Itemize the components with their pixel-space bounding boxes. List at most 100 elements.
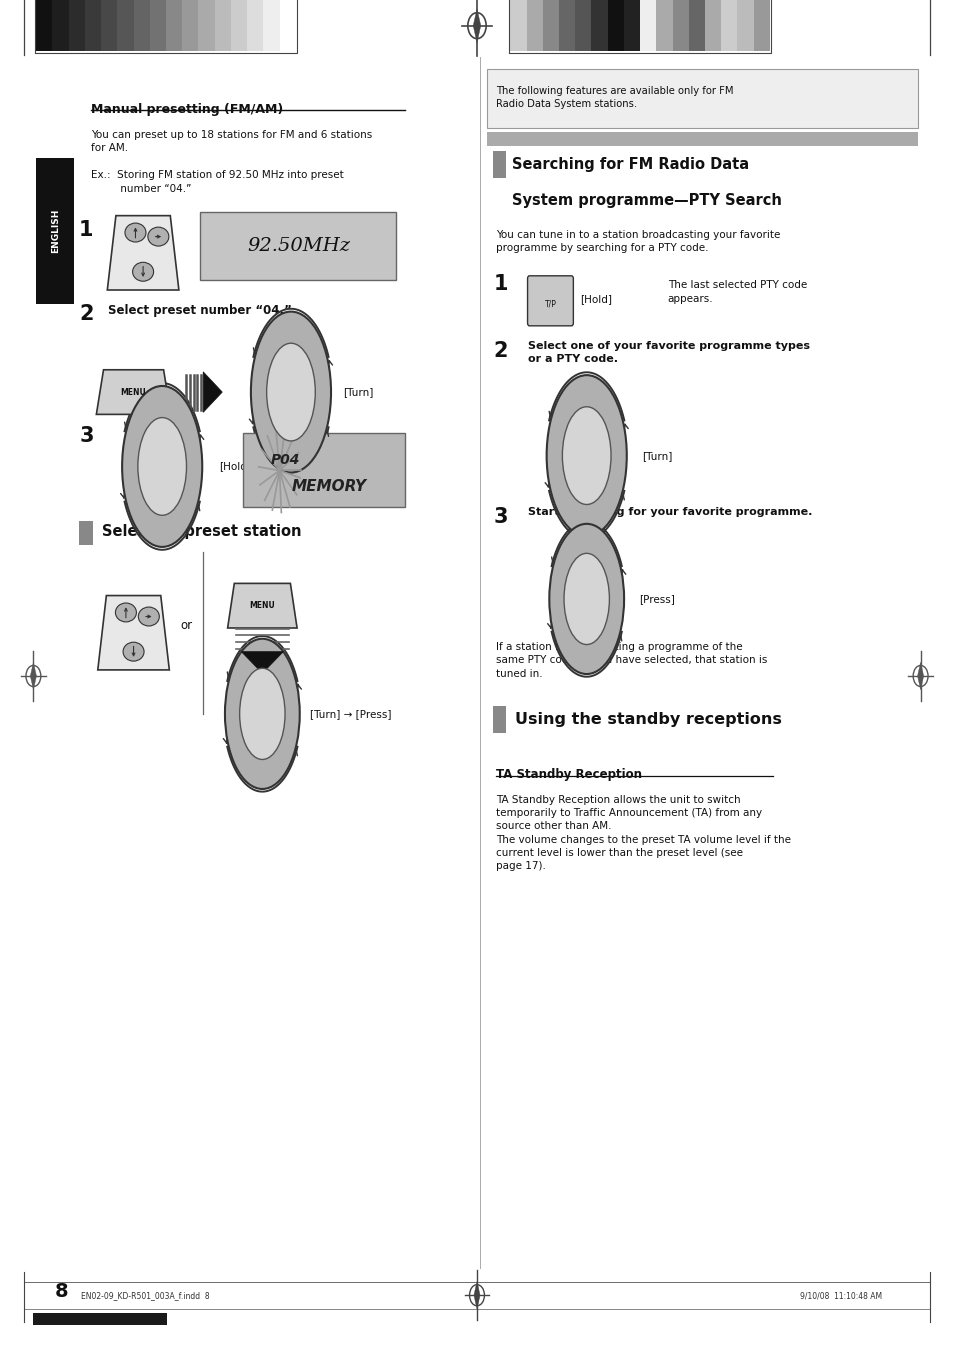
Bar bbox=[150, 0, 166, 51]
Bar bbox=[607, 0, 623, 51]
Text: TA Standby Reception: TA Standby Reception bbox=[496, 768, 641, 781]
Polygon shape bbox=[917, 662, 923, 690]
Text: T/P: T/P bbox=[544, 300, 556, 308]
Bar bbox=[243, 433, 405, 507]
Bar bbox=[493, 151, 505, 178]
Bar bbox=[117, 0, 133, 51]
Text: Ex.:  Storing FM station of 92.50 MHz into preset
         number “04.”: Ex.: Storing FM station of 92.50 MHz int… bbox=[91, 170, 343, 193]
Text: 1: 1 bbox=[79, 220, 93, 241]
Ellipse shape bbox=[115, 603, 136, 622]
Bar bbox=[542, 0, 558, 51]
Text: MEMORY: MEMORY bbox=[292, 479, 366, 495]
Bar bbox=[486, 132, 917, 146]
Text: 1: 1 bbox=[493, 274, 507, 295]
Text: MENU: MENU bbox=[121, 388, 146, 396]
Polygon shape bbox=[30, 662, 36, 690]
Ellipse shape bbox=[132, 262, 153, 281]
Text: or: or bbox=[180, 619, 192, 633]
Text: System programme—PTY Search: System programme—PTY Search bbox=[512, 192, 781, 208]
Text: Select one of your favorite programme types
or a PTY code.: Select one of your favorite programme ty… bbox=[527, 341, 809, 364]
Text: TA Standby Reception allows the unit to switch
temporarily to Traffic Announceme: TA Standby Reception allows the unit to … bbox=[496, 795, 790, 871]
Polygon shape bbox=[96, 370, 171, 414]
FancyBboxPatch shape bbox=[527, 276, 573, 326]
Ellipse shape bbox=[549, 523, 623, 675]
Text: ENGLISH: ENGLISH bbox=[51, 210, 60, 253]
Bar bbox=[575, 0, 591, 51]
Bar bbox=[198, 0, 214, 51]
Ellipse shape bbox=[266, 343, 315, 441]
Text: You can preset up to 18 stations for FM and 6 stations
for AM.: You can preset up to 18 stations for FM … bbox=[91, 130, 372, 153]
Polygon shape bbox=[474, 1282, 479, 1309]
Polygon shape bbox=[107, 215, 178, 291]
Text: The last selected PTY code
appears.: The last selected PTY code appears. bbox=[667, 280, 806, 304]
Text: 9/10/08  11:10:48 AM: 9/10/08 11:10:48 AM bbox=[800, 1291, 882, 1301]
Bar bbox=[688, 0, 704, 51]
Ellipse shape bbox=[138, 607, 159, 626]
Bar bbox=[591, 0, 607, 51]
Bar bbox=[753, 0, 769, 51]
Bar bbox=[85, 0, 101, 51]
Ellipse shape bbox=[546, 375, 626, 537]
Bar bbox=[214, 0, 231, 51]
Text: 92.50MHz: 92.50MHz bbox=[247, 237, 350, 256]
Bar bbox=[526, 0, 542, 51]
Text: Selecting preset station: Selecting preset station bbox=[102, 523, 301, 539]
Bar bbox=[133, 0, 150, 51]
Polygon shape bbox=[473, 9, 480, 42]
Polygon shape bbox=[98, 595, 170, 669]
Polygon shape bbox=[228, 584, 296, 627]
Text: 8: 8 bbox=[55, 1282, 69, 1301]
Ellipse shape bbox=[239, 668, 285, 760]
Bar bbox=[279, 0, 295, 51]
Text: [Turn]: [Turn] bbox=[343, 387, 374, 397]
Ellipse shape bbox=[251, 311, 331, 473]
Ellipse shape bbox=[123, 642, 144, 661]
Bar bbox=[101, 0, 117, 51]
Text: [Press]: [Press] bbox=[639, 594, 675, 604]
Bar bbox=[486, 69, 917, 128]
Bar bbox=[704, 0, 720, 51]
Bar bbox=[493, 706, 505, 733]
Bar bbox=[200, 212, 395, 280]
Ellipse shape bbox=[125, 223, 146, 242]
Text: P04: P04 bbox=[271, 453, 299, 466]
Bar bbox=[737, 0, 753, 51]
Text: [Turn]: [Turn] bbox=[641, 450, 672, 461]
Bar bbox=[35, 0, 296, 53]
Bar bbox=[656, 0, 672, 51]
Bar bbox=[33, 1313, 167, 1325]
Text: [Hold]: [Hold] bbox=[219, 461, 252, 472]
Ellipse shape bbox=[561, 407, 610, 504]
Polygon shape bbox=[241, 652, 283, 673]
Text: MENU: MENU bbox=[250, 602, 274, 610]
Bar bbox=[166, 0, 182, 51]
Bar bbox=[69, 0, 85, 51]
Text: Using the standby receptions: Using the standby receptions bbox=[515, 711, 781, 727]
Bar bbox=[510, 0, 526, 51]
Bar bbox=[52, 0, 69, 51]
Text: EN02-09_KD-R501_003A_f.indd  8: EN02-09_KD-R501_003A_f.indd 8 bbox=[81, 1291, 210, 1301]
Bar bbox=[263, 0, 279, 51]
Bar bbox=[182, 0, 198, 51]
Bar bbox=[509, 0, 770, 53]
Text: Manual presetting (FM/AM): Manual presetting (FM/AM) bbox=[91, 103, 283, 116]
Polygon shape bbox=[203, 372, 222, 412]
Ellipse shape bbox=[122, 385, 202, 548]
Ellipse shape bbox=[148, 227, 169, 246]
Text: 2: 2 bbox=[79, 304, 93, 324]
Bar bbox=[247, 0, 263, 51]
Text: You can tune in to a station broadcasting your favorite
programme by searching f: You can tune in to a station broadcastin… bbox=[496, 230, 780, 253]
Text: Start searching for your favorite programme.: Start searching for your favorite progra… bbox=[527, 507, 811, 516]
Text: Searching for FM Radio Data: Searching for FM Radio Data bbox=[512, 157, 749, 173]
Text: 3: 3 bbox=[79, 426, 93, 446]
Text: [Turn] → [Press]: [Turn] → [Press] bbox=[310, 708, 391, 719]
Bar bbox=[672, 0, 688, 51]
Ellipse shape bbox=[137, 418, 186, 515]
Text: 3: 3 bbox=[493, 507, 507, 527]
Bar bbox=[558, 0, 575, 51]
Bar bbox=[36, 0, 52, 51]
Text: 2: 2 bbox=[493, 341, 507, 361]
Bar bbox=[720, 0, 737, 51]
Text: If a station is broadcasting a programme of the
same PTY code as you have select: If a station is broadcasting a programme… bbox=[496, 642, 766, 679]
Bar bbox=[639, 0, 656, 51]
